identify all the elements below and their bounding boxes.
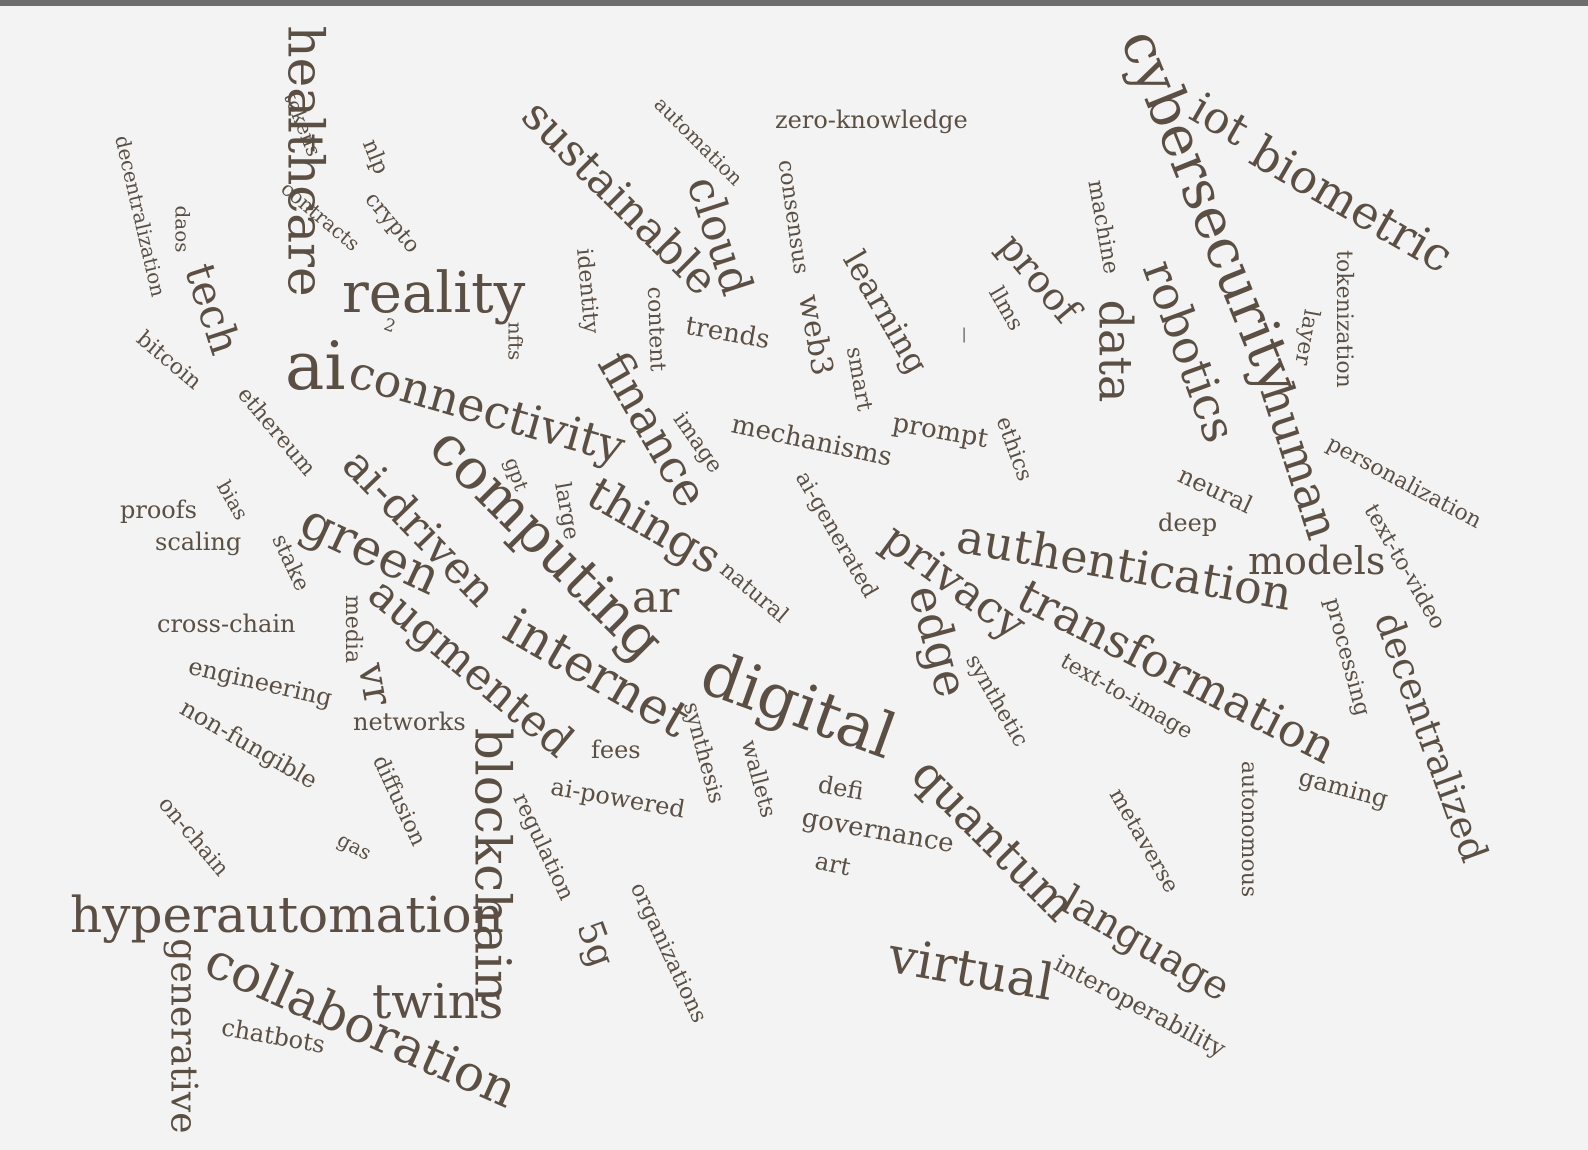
word-gaming: gaming (1295, 762, 1392, 814)
word-proofs: proofs (120, 496, 197, 524)
word-web3: web3 (791, 291, 840, 379)
word-ai-powered: ai-powered (548, 772, 688, 824)
word-processing: processing (1319, 595, 1375, 719)
word-cross-chain: cross-chain (157, 610, 296, 638)
word-content: content (641, 286, 670, 372)
word-digital: digital (691, 635, 906, 774)
word-consensus: consensus (772, 158, 814, 276)
word-decentralization: decentralization (110, 133, 171, 299)
word-defi: defi (815, 770, 866, 806)
word-reality: reality (342, 261, 526, 326)
word-hyperautomation: hyperautomation (70, 886, 504, 944)
word-5g: 5g (568, 915, 623, 973)
word-identity: identity (571, 247, 604, 335)
word-crypto: crypto (359, 187, 425, 259)
word-engineering: engineering (185, 651, 335, 713)
word-scaling: scaling (155, 528, 242, 556)
word-twins: twins (372, 974, 504, 1030)
word-tech: tech (175, 257, 251, 361)
word-blockchain: blockchain (463, 727, 522, 1003)
word-cloud: healthcare tokens nlp decentralization c… (0, 6, 1588, 1150)
word-healthcare: healthcare (276, 25, 335, 297)
word-human: human (1249, 376, 1351, 546)
word-vr: vr (348, 659, 402, 709)
word-automation: automation (649, 91, 748, 191)
word-diffusion: diffusion (367, 751, 431, 850)
top-bar (0, 0, 1588, 6)
word-virtual: virtual (884, 926, 1059, 1012)
word-trends: trends (683, 310, 772, 356)
word-bitcoin: bitcoin (131, 326, 207, 395)
word-gas: gas (333, 827, 376, 865)
word-synthesis: synthesis (677, 699, 729, 807)
word-daos: daos (170, 205, 195, 253)
word-mechanisms: mechanisms (728, 409, 895, 473)
word-deep: deep (1158, 509, 1218, 537)
word-natural: natural (714, 557, 793, 629)
word-tokenization: tokenization (1330, 250, 1356, 388)
word-metaverse: metaverse (1103, 784, 1184, 898)
word-wallets: wallets (735, 737, 781, 821)
word-models: models (1248, 539, 1386, 583)
word-non-fungible: non-fungible (175, 693, 323, 795)
word-data: data (1088, 299, 1143, 403)
word-nfts: nfts (503, 321, 528, 361)
word-zero-knowledge: zero-knowledge (775, 106, 968, 134)
word-ai-generated: ai-generated (789, 467, 883, 603)
word-machine: machine (1082, 178, 1124, 276)
word-organizations: organizations (624, 878, 712, 1027)
word-networks: networks (353, 708, 466, 736)
word-smart: smart (840, 344, 877, 413)
word-layer: layer (1289, 307, 1324, 367)
word-fees: fees (591, 736, 641, 764)
word-generative: generative (162, 938, 204, 1134)
word-bias: bias (211, 476, 254, 524)
word-ai: ai (285, 328, 346, 405)
word-decentralized: decentralized (1365, 606, 1497, 868)
word-prompt: prompt (890, 407, 991, 455)
word-autonomous: autonomous (1236, 760, 1262, 898)
word-synthetic: synthetic (960, 650, 1033, 752)
word-art: art (812, 846, 853, 882)
word-ethics: ethics (990, 413, 1037, 485)
word-ar: ar (632, 572, 680, 623)
word-on-chain: on-chain (152, 791, 234, 882)
word-underscore: _ (962, 327, 998, 343)
word-nlp: nlp (356, 135, 394, 178)
